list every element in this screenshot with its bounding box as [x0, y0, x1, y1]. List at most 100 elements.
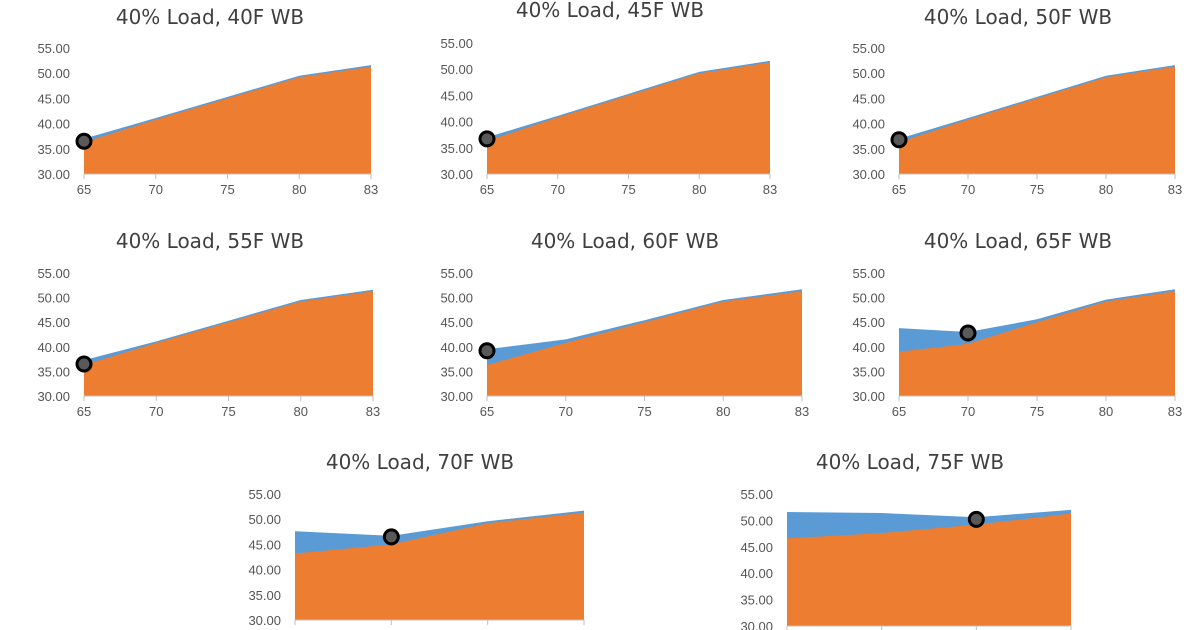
x-tick-label: 65 — [892, 404, 906, 419]
y-tick-label: 35.00 — [37, 142, 70, 157]
y-tick-label: 45.00 — [37, 91, 70, 106]
x-tick-label: 83 — [1168, 182, 1182, 197]
chart-panel-3: 40% Load, 50F WB 55.00 50.00 45.00 40.00 35.0… — [852, 5, 1182, 197]
y-tick-label: 30.00 — [440, 389, 473, 404]
x-tick-label: 70 — [551, 182, 565, 197]
y-tick-label: 30.00 — [248, 613, 281, 628]
y-tick-label: 35.00 — [440, 141, 473, 156]
y-tick-label: 35.00 — [852, 364, 885, 379]
y-tick-label: 40.00 — [248, 563, 281, 578]
y-tick-label: 45.00 — [440, 315, 473, 330]
x-tick-label: 70 — [961, 182, 975, 197]
y-tick-label: 45.00 — [852, 315, 885, 330]
y-tick-label: 30.00 — [740, 619, 773, 630]
series-lower-area — [487, 291, 802, 396]
x-tick-label: 75 — [637, 404, 651, 419]
x-tick-label: 70 — [559, 404, 573, 419]
chart-panel-6: 40% Load, 65F WB 55.00 50.00 45.00 40.00 35.0… — [852, 229, 1182, 419]
y-tick-label: 40.00 — [740, 566, 773, 581]
chart-panel-2: 40% Load, 45F WB 55.00 50.00 45.00 40.00 35.0… — [440, 0, 777, 197]
y-tick-label: 50.00 — [248, 512, 281, 527]
x-tick-label: 83 — [366, 404, 380, 419]
y-tick-label: 30.00 — [37, 389, 70, 404]
x-tick-label: 83 — [364, 182, 378, 197]
chart-title: 40% Load, 70F WB — [326, 450, 514, 474]
y-tick-label: 35.00 — [852, 142, 885, 157]
series-lower-area — [84, 66, 371, 174]
operating-point-marker — [75, 355, 93, 373]
x-tick-label: 70 — [961, 404, 975, 419]
y-tick-label: 50.00 — [852, 291, 885, 306]
y-tick-label: 55.00 — [248, 487, 281, 502]
series-lower-area — [787, 513, 1071, 626]
chart-title: 40% Load, 45F WB — [516, 0, 704, 22]
x-tick-label: 75 — [621, 182, 635, 197]
y-tick-label: 45.00 — [740, 540, 773, 555]
y-tick-label: 40.00 — [37, 117, 70, 132]
y-tick-label: 30.00 — [852, 167, 885, 182]
operating-point-marker — [959, 324, 977, 342]
y-tick-label: 40.00 — [37, 340, 70, 355]
x-tick-label: 75 — [221, 404, 235, 419]
operating-point-marker — [75, 132, 93, 150]
x-tick-label: 83 — [763, 182, 777, 197]
x-tick-label: 80 — [1099, 404, 1113, 419]
x-tick-label: 65 — [77, 404, 91, 419]
y-tick-label: 40.00 — [852, 117, 885, 132]
x-tick-label: 65 — [77, 182, 91, 197]
y-tick-label: 35.00 — [740, 593, 773, 608]
series-lower-area — [295, 512, 584, 620]
operating-point-marker — [890, 131, 908, 149]
y-tick-label: 40.00 — [440, 115, 473, 130]
y-tick-label: 55.00 — [440, 266, 473, 281]
y-tick-label: 40.00 — [440, 340, 473, 355]
operating-point-marker — [382, 528, 400, 546]
y-tick-label: 50.00 — [852, 66, 885, 81]
y-tick-label: 45.00 — [37, 315, 70, 330]
y-tick-label: 55.00 — [740, 487, 773, 502]
x-tick-label: 75 — [1030, 182, 1044, 197]
chart-title: 40% Load, 60F WB — [531, 229, 719, 253]
x-tick-label: 70 — [149, 182, 163, 197]
chart-title: 40% Load, 40F WB — [116, 5, 304, 29]
x-tick-label: 80 — [692, 182, 706, 197]
y-tick-label: 30.00 — [852, 389, 885, 404]
chart-panel-8: 40% Load, 75F WB 55.00 50.00 45.00 40.00 35.0… — [740, 450, 1072, 630]
y-tick-label: 30.00 — [440, 167, 473, 182]
x-tick-label: 80 — [1099, 182, 1113, 197]
y-tick-label: 35.00 — [440, 364, 473, 379]
series-lower-area — [899, 66, 1175, 174]
x-tick-label: 65 — [480, 182, 494, 197]
y-tick-label: 55.00 — [852, 41, 885, 56]
y-tick-label: 50.00 — [740, 513, 773, 528]
x-tick-label: 65 — [892, 182, 906, 197]
x-tick-label: 83 — [795, 404, 809, 419]
y-tick-label: 55.00 — [440, 36, 473, 51]
y-tick-label: 55.00 — [37, 266, 70, 281]
y-tick-label: 45.00 — [852, 91, 885, 106]
y-tick-label: 40.00 — [852, 340, 885, 355]
chart-title: 40% Load, 65F WB — [924, 229, 1112, 253]
y-tick-label: 35.00 — [37, 364, 70, 379]
operating-point-marker — [967, 510, 985, 528]
x-tick-label: 70 — [149, 404, 163, 419]
chart-title: 40% Load, 55F WB — [116, 229, 304, 253]
series-lower-area — [487, 62, 770, 174]
x-tick-label: 80 — [716, 404, 730, 419]
operating-point-marker — [478, 130, 496, 148]
y-tick-label: 30.00 — [37, 167, 70, 182]
y-tick-label: 50.00 — [440, 291, 473, 306]
chart-panel-5: 40% Load, 60F WB 55.00 50.00 45.00 40.00 35.0… — [440, 229, 809, 419]
y-tick-label: 55.00 — [852, 266, 885, 281]
x-tick-label: 80 — [292, 182, 306, 197]
y-tick-label: 50.00 — [37, 66, 70, 81]
y-tick-label: 50.00 — [37, 291, 70, 306]
x-tick-label: 80 — [294, 404, 308, 419]
x-tick-label: 83 — [1168, 404, 1182, 419]
chart-panel-7: 40% Load, 70F WB 55.00 50.00 45.00 40.00 35.0… — [248, 450, 585, 628]
x-tick-label: 65 — [480, 404, 494, 419]
y-tick-label: 50.00 — [440, 62, 473, 77]
operating-point-marker — [478, 342, 496, 360]
